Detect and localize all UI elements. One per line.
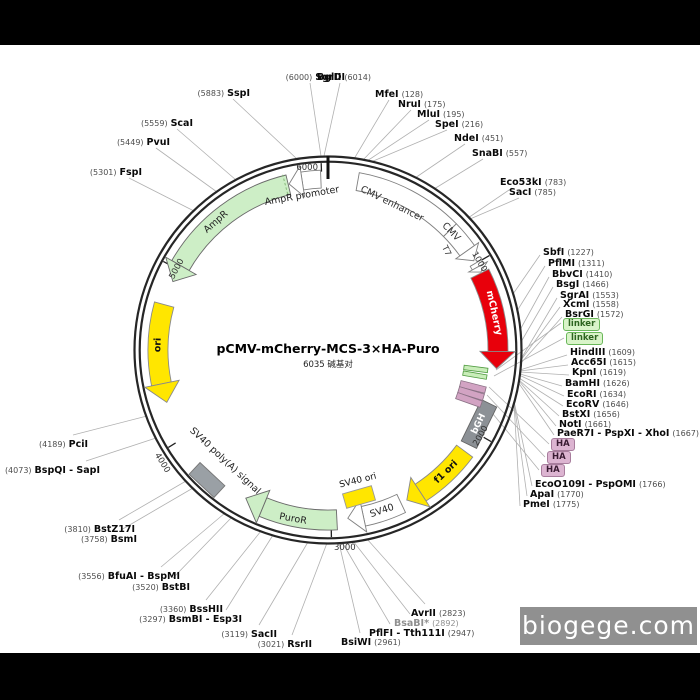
leader-line — [160, 512, 226, 568]
feature-ampr_promoter — [288, 164, 322, 198]
leader-line — [120, 487, 194, 531]
feature-bgh-box — [460, 398, 498, 450]
leader-line — [258, 541, 309, 626]
leader-line — [516, 265, 546, 312]
leader-line — [518, 377, 564, 407]
leader-line — [520, 316, 563, 364]
feature-label: ori — [152, 338, 163, 353]
feature-label: PuroR — [278, 511, 308, 527]
feature-sv40 — [347, 493, 407, 533]
leader-line — [205, 530, 262, 601]
leader-line — [518, 374, 565, 397]
ha-bar — [455, 391, 483, 408]
leader-line — [513, 401, 528, 497]
feature-sv40-ori-box — [341, 485, 377, 509]
leader-line — [513, 400, 533, 487]
feature-puror — [245, 489, 338, 531]
leader-line — [517, 381, 555, 436]
leader-line — [433, 158, 484, 190]
leader-line — [338, 542, 361, 634]
leader-line — [519, 354, 568, 371]
leader-lines — [72, 82, 570, 636]
leader-line — [370, 129, 448, 163]
tick-label: 6000 — [296, 163, 318, 173]
plasmid-size: 6035 碱基对 — [303, 360, 353, 370]
feature-t7 — [467, 259, 489, 273]
plasmid-features — [143, 164, 517, 533]
leader-line — [519, 276, 550, 331]
leader-line — [493, 337, 565, 377]
leader-line — [520, 297, 558, 360]
leader-line — [512, 254, 541, 295]
linker-bar — [462, 370, 488, 380]
leader-line — [155, 147, 218, 193]
leader-line — [225, 534, 274, 611]
top-letterbox — [0, 0, 700, 45]
leader-line — [366, 119, 430, 162]
plasmid-backbone-circle — [133, 155, 523, 545]
feature-sv40-polya-box — [188, 461, 226, 499]
leader-line — [172, 516, 233, 579]
bottom-letterbox — [0, 653, 700, 700]
leader-line — [469, 197, 520, 220]
diagram-panel — [0, 45, 700, 653]
leader-line — [309, 82, 322, 157]
feature-ampr — [164, 174, 292, 283]
leader-line — [362, 109, 412, 161]
leader-line — [488, 386, 550, 445]
leader-line — [513, 402, 521, 507]
watermark: biogege.com — [520, 607, 697, 645]
feature-ori — [143, 301, 180, 404]
leader-line — [352, 540, 411, 615]
leader-line — [519, 364, 569, 372]
leader-line — [85, 437, 157, 462]
leader-line — [495, 322, 562, 371]
feature-f1_ori — [406, 444, 474, 508]
linker-bar — [463, 364, 489, 374]
leader-line — [323, 82, 341, 157]
feature-label: T7 — [439, 243, 453, 258]
leader-line — [518, 379, 560, 417]
tick-label: 4000 — [152, 451, 172, 475]
leader-line — [353, 99, 390, 160]
plasmid-title-block: pCMV-mCherry-MCS-3×HA-Puro 6035 碱基对 — [216, 341, 439, 370]
leader-line — [486, 394, 546, 458]
leader-line — [128, 177, 195, 212]
leader-line — [520, 306, 561, 361]
leader-line — [467, 187, 513, 219]
leader-line — [414, 143, 466, 179]
plasmid-name: pCMV-mCherry-MCS-3×HA-Puro — [216, 341, 440, 356]
leader-line — [519, 371, 570, 376]
leader-line — [518, 380, 557, 427]
leader-line — [341, 541, 391, 625]
leader-line — [520, 286, 554, 343]
leader-line — [519, 373, 563, 387]
feature-mcherry — [470, 268, 517, 370]
leader-line — [366, 538, 426, 605]
leader-line — [118, 480, 187, 521]
tick-label: 3000 — [334, 543, 356, 553]
feature-marks — [188, 364, 498, 509]
leader-line — [72, 415, 148, 436]
leader-line — [176, 128, 237, 181]
leader-line — [291, 542, 328, 636]
leader-line — [232, 98, 298, 160]
feature-cmv — [442, 223, 480, 262]
